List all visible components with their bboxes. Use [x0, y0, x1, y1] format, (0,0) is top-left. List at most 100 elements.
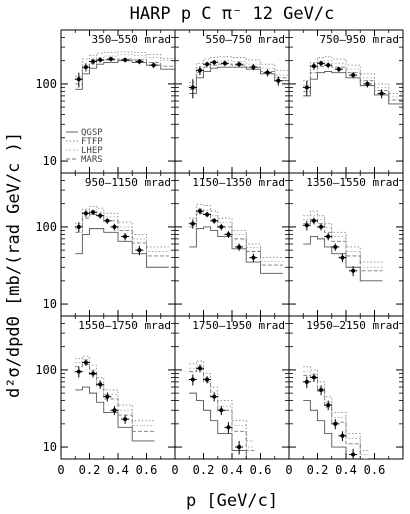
data-point — [98, 382, 103, 387]
data-point — [276, 78, 281, 83]
panel-frame — [174, 29, 290, 174]
panel-angle-label: 1550–1750 mrad — [78, 319, 171, 332]
data-point — [105, 218, 110, 223]
data-point — [123, 234, 128, 239]
panel-grid: 350–550 mrad10100QGSPFTFPLHEPMARS550–750… — [35, 29, 404, 477]
data-point — [304, 85, 309, 90]
data-point — [333, 421, 338, 426]
y-tick-label: 100 — [35, 363, 57, 377]
model-curves — [189, 56, 289, 95]
data-point — [197, 68, 202, 73]
x-tick-label: 0.4 — [107, 463, 129, 477]
x-axis-title: p [GeV/c] — [186, 491, 278, 511]
model-mars-curve — [189, 212, 283, 266]
data-point — [365, 81, 370, 86]
x-tick-label: 0.6 — [364, 463, 386, 477]
model-ftfp-curve — [303, 210, 383, 263]
y-tick-label: 10 — [43, 440, 57, 454]
data-point — [333, 244, 338, 249]
model-mars-curve — [75, 363, 155, 432]
legend-entry-lhep: LHEP — [81, 146, 103, 156]
data-point — [340, 255, 345, 260]
data-point — [98, 57, 103, 62]
panel-angle-label: 550–750 mrad — [206, 33, 285, 46]
model-mars-curve — [75, 214, 169, 257]
data-points — [74, 56, 158, 88]
panel-angle-label: 350–550 mrad — [92, 33, 171, 46]
data-point — [319, 61, 324, 66]
data-point — [351, 268, 356, 273]
data-point — [311, 218, 316, 223]
data-point — [151, 63, 156, 68]
data-point — [105, 394, 110, 399]
data-point — [137, 59, 142, 64]
data-point — [226, 425, 231, 430]
model-curves — [303, 56, 403, 105]
model-ftfp-curve — [303, 56, 403, 95]
panel-2: 550–750 mrad — [174, 29, 290, 174]
data-point — [123, 57, 128, 62]
x-tick-label: 0.6 — [136, 463, 158, 477]
data-point — [205, 62, 210, 67]
data-points — [74, 359, 130, 424]
data-point — [336, 67, 341, 72]
data-point — [219, 224, 224, 229]
y-tick-label: 10 — [43, 297, 57, 311]
x-tick-label: 0.4 — [335, 463, 357, 477]
model-qgsp-curve — [189, 392, 247, 459]
data-point — [91, 371, 96, 376]
data-points — [302, 60, 386, 99]
legend-entry-qgsp: QGSP — [81, 128, 103, 138]
data-point — [83, 211, 88, 216]
x-tick-label: 0.6 — [250, 463, 272, 477]
data-point — [212, 60, 217, 65]
panel-angle-label: 1750–1950 mrad — [192, 319, 285, 332]
data-point — [219, 408, 224, 413]
data-point — [212, 394, 217, 399]
panel-angle-label: 750–950 mrad — [320, 33, 399, 46]
data-points — [74, 209, 144, 256]
x-tick-label: 0.4 — [221, 463, 243, 477]
data-point — [251, 255, 256, 260]
model-qgsp-curve — [75, 228, 169, 268]
model-ftfp-curve — [75, 355, 155, 422]
data-point — [326, 403, 331, 408]
y-tick-label: 10 — [43, 154, 57, 168]
model-mars-curve — [189, 369, 255, 452]
x-tick-label: 0.2 — [193, 463, 215, 477]
data-point — [237, 244, 242, 249]
y-axis-title: d²σ/dpdΘ [mb/(rad GeV/c )] — [4, 132, 24, 398]
model-lhep-curve — [189, 60, 289, 87]
model-ftfp-curve — [189, 204, 283, 259]
panel-frame — [60, 29, 176, 174]
panel-angle-label: 1950–2150 mrad — [306, 319, 399, 332]
data-point — [98, 213, 103, 218]
data-point — [222, 61, 227, 66]
data-point — [76, 224, 81, 229]
data-point — [379, 91, 384, 96]
data-point — [83, 360, 88, 365]
data-point — [311, 375, 316, 380]
data-point — [326, 63, 331, 68]
data-point — [205, 212, 210, 217]
data-point — [112, 224, 117, 229]
panel-angle-label: 950–1150 mrad — [85, 176, 171, 189]
panel-5: 1150–1350 mrad — [174, 172, 290, 317]
model-lhep-curve — [189, 208, 283, 262]
data-point — [251, 65, 256, 70]
panel-angle-label: 1150–1350 mrad — [192, 176, 285, 189]
data-points — [188, 208, 258, 263]
model-lhep-curve — [189, 364, 255, 448]
panel-7: 1550–1750 mrad 10 100 0 0.2 0.4 0.6 — [35, 315, 176, 477]
model-curves — [75, 51, 175, 90]
data-points — [188, 59, 283, 99]
y-tick-label: 100 — [35, 220, 57, 234]
model-mars-curve — [75, 58, 175, 85]
panel-frame — [288, 29, 404, 174]
data-point — [237, 62, 242, 67]
data-point — [304, 379, 309, 384]
x-tick-label: 0 — [285, 463, 292, 477]
model-curves — [75, 205, 169, 268]
data-point — [351, 452, 356, 457]
